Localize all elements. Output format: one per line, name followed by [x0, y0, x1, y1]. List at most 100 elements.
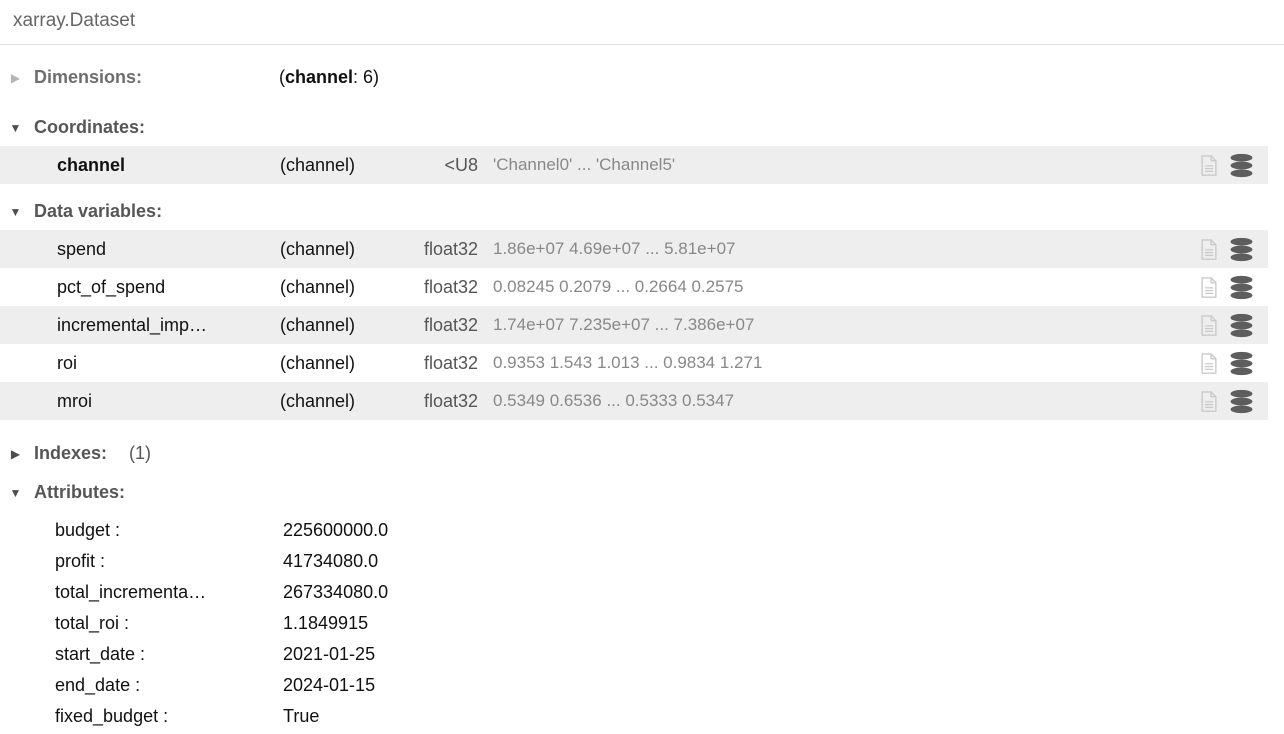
expanded-arrow-icon: ▼ — [9, 204, 22, 219]
show-data-icon[interactable] — [1224, 312, 1258, 339]
attribute-value: 267334080.0 — [283, 582, 389, 602]
attribute-value: 1.1849915 — [283, 613, 369, 633]
dataset-header: xarray.Dataset — [0, 0, 1284, 45]
attribute-value: 2021-01-25 — [283, 644, 376, 664]
file-text-icon — [1198, 274, 1220, 301]
attribute-row-start-date: start_date : 2021-01-25 — [0, 639, 1268, 670]
attributes-header[interactable]: ▼ Attributes: — [0, 480, 1268, 505]
attribute-key: budget : — [55, 520, 121, 540]
attribute-value: True — [283, 706, 320, 726]
dimensions-inline-details: (channel: 6) — [271, 67, 1268, 88]
show-attributes-icon[interactable] — [1194, 236, 1224, 263]
show-data-icon[interactable] — [1224, 388, 1258, 415]
attribute-row-total-incremental: total_incrementa… 267334080.0 — [0, 577, 1268, 608]
attribute-key: start_date : — [55, 644, 146, 664]
file-text-icon — [1198, 350, 1220, 377]
show-data-icon[interactable] — [1224, 350, 1258, 377]
variable-name: pct_of_spend — [57, 276, 166, 297]
dims-paren-open: ( — [279, 67, 285, 87]
variable-row-spend: spend (channel) float32 1.86e+07 4.69e+0… — [0, 230, 1268, 268]
attribute-value: 2024-01-15 — [283, 675, 376, 695]
variable-preview: 0.08245 0.2079 ... 0.2664 0.2575 — [493, 277, 744, 296]
dimension-name: channel — [285, 67, 354, 87]
attribute-row-profit: profit : 41734080.0 — [0, 546, 1268, 577]
attributes-list: budget : 225600000.0 profit : 41734080.0… — [0, 515, 1268, 732]
variable-name: spend — [57, 238, 107, 259]
coordinates-list: channel (channel) <U8 'Channel0' ... 'Ch… — [0, 146, 1268, 184]
attribute-key: fixed_budget : — [55, 706, 169, 726]
database-icon — [1229, 274, 1254, 301]
database-icon — [1229, 312, 1254, 339]
expanded-arrow-icon: ▼ — [9, 120, 22, 135]
show-attributes-icon[interactable] — [1194, 152, 1224, 179]
show-attributes-icon[interactable] — [1194, 350, 1224, 377]
variable-dims: (channel) — [280, 276, 356, 297]
coordinates-header[interactable]: ▼ Coordinates: — [0, 115, 1268, 140]
section-indexes: ▶ Indexes: (1) — [0, 441, 1268, 466]
attribute-row-total-roi: total_roi : 1.1849915 — [0, 608, 1268, 639]
coordinate-preview: 'Channel0' ... 'Channel5' — [493, 155, 676, 174]
variable-dims: (channel) — [280, 352, 356, 373]
attribute-value: 41734080.0 — [283, 551, 379, 571]
file-text-icon — [1198, 388, 1220, 415]
show-data-icon[interactable] — [1224, 274, 1258, 301]
indexes-header[interactable]: ▶ Indexes: (1) — [0, 441, 1268, 466]
attribute-key: total_roi : — [55, 613, 130, 633]
show-attributes-icon[interactable] — [1194, 274, 1224, 301]
variable-dtype: float32 — [423, 352, 478, 373]
dataset-sections: ▶ Dimensions: (channel: 6) ▼ Coordinates… — [0, 65, 1284, 732]
attributes-summary: ▼ Attributes: — [8, 482, 271, 503]
attribute-row-budget: budget : 225600000.0 — [0, 515, 1268, 546]
variable-name: incremental_imp… — [57, 314, 208, 335]
data-variables-list: spend (channel) float32 1.86e+07 4.69e+0… — [0, 230, 1268, 420]
attribute-value: 225600000.0 — [283, 520, 389, 540]
dimension-size: : 6) — [353, 67, 380, 87]
show-data-icon[interactable] — [1224, 236, 1258, 263]
object-type-title: xarray.Dataset — [13, 10, 136, 31]
section-dimensions: ▶ Dimensions: (channel: 6) — [0, 65, 1268, 90]
attribute-key: profit : — [55, 551, 106, 571]
data-variables-header[interactable]: ▼ Data variables: — [0, 199, 1268, 224]
file-text-icon — [1198, 312, 1220, 339]
dimensions-label: Dimensions: — [34, 67, 143, 87]
show-attributes-icon[interactable] — [1194, 312, 1224, 339]
variable-name: roi — [57, 352, 78, 373]
variable-dtype: float32 — [423, 314, 478, 335]
variable-row-pct-of-spend: pct_of_spend (channel) float32 0.08245 0… — [0, 268, 1268, 306]
attribute-key: end_date : — [55, 675, 141, 695]
section-attributes: ▼ Attributes: budget : 225600000.0 profi… — [0, 480, 1268, 732]
section-coordinates: ▼ Coordinates: channel (channel) <U8 'Ch… — [0, 115, 1268, 184]
database-icon — [1229, 350, 1254, 377]
variable-preview: 1.86e+07 4.69e+07 ... 5.81e+07 — [493, 239, 736, 258]
file-text-icon — [1198, 152, 1220, 179]
attributes-label: Attributes: — [34, 482, 125, 502]
section-data-variables: ▼ Data variables: spend (channel) float3… — [0, 199, 1268, 420]
coordinate-name: channel — [57, 154, 126, 175]
indexes-count: (1) — [129, 443, 152, 463]
coordinates-label: Coordinates: — [34, 117, 146, 137]
variable-dims: (channel) — [280, 314, 356, 335]
coordinates-summary: ▼ Coordinates: — [8, 117, 271, 138]
variable-preview: 0.5349 0.6536 ... 0.5333 0.5347 — [493, 391, 735, 410]
variable-dtype: float32 — [423, 390, 478, 411]
variable-dtype: float32 — [423, 238, 478, 259]
variable-preview: 1.74e+07 7.235e+07 ... 7.386e+07 — [493, 315, 755, 334]
file-text-icon — [1198, 236, 1220, 263]
database-icon — [1229, 236, 1254, 263]
data-variables-label: Data variables: — [34, 201, 163, 221]
indexes-summary: ▶ Indexes: (1) — [8, 443, 271, 464]
coordinate-dims: (channel) — [280, 154, 356, 175]
collapsed-arrow-icon: ▶ — [10, 70, 21, 85]
show-attributes-icon[interactable] — [1194, 388, 1224, 415]
database-icon — [1229, 388, 1254, 415]
variable-dtype: float32 — [423, 276, 478, 297]
attribute-row-end-date: end_date : 2024-01-15 — [0, 670, 1268, 701]
show-data-icon[interactable] — [1224, 152, 1258, 179]
variable-row-mroi: mroi (channel) float32 0.5349 0.6536 ...… — [0, 382, 1268, 420]
variable-row-roi: roi (channel) float32 0.9353 1.543 1.013… — [0, 344, 1268, 382]
collapsed-arrow-icon: ▶ — [10, 446, 21, 461]
coordinate-dtype: <U8 — [444, 154, 478, 175]
variable-name: mroi — [57, 390, 92, 411]
expanded-arrow-icon: ▼ — [9, 485, 22, 500]
